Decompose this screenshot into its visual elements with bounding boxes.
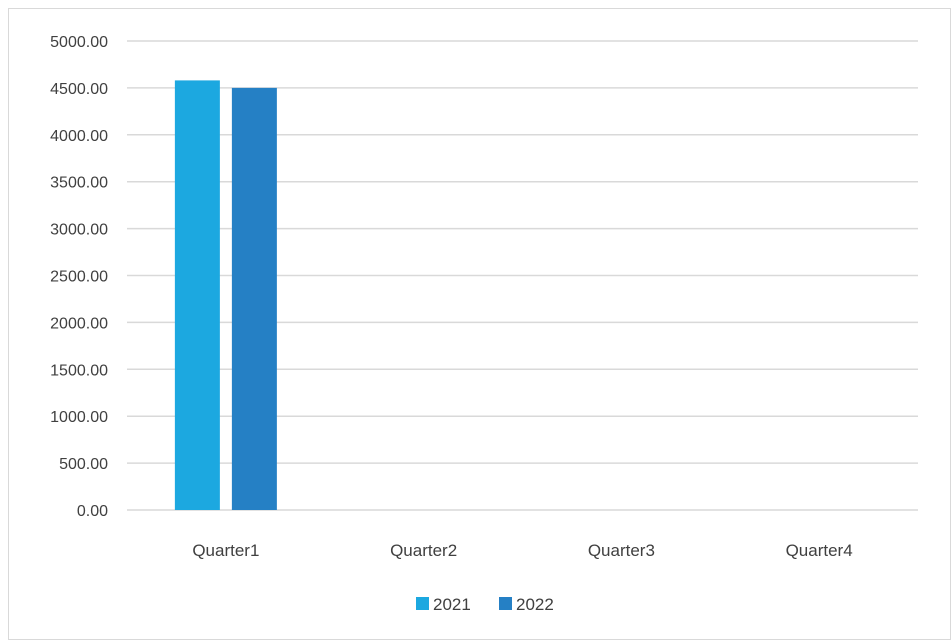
legend-swatch-2021 bbox=[416, 597, 429, 610]
legend-label-2021: 2021 bbox=[433, 595, 471, 614]
x-axis-category-labels: Quarter1 Quarter2 Quarter3 Quarter4 bbox=[192, 541, 852, 560]
y-tick-label: 4500.00 bbox=[50, 81, 108, 98]
x-category-label: Quarter4 bbox=[786, 541, 853, 560]
y-tick-label: 500.00 bbox=[59, 456, 108, 473]
x-category-label: Quarter1 bbox=[192, 541, 259, 560]
chart-frame bbox=[8, 8, 951, 640]
y-tick-label: 5000.00 bbox=[50, 34, 108, 51]
legend-swatch-2022 bbox=[499, 597, 512, 610]
bars bbox=[174, 80, 277, 511]
x-category-label: Quarter3 bbox=[588, 541, 655, 560]
y-tick-label: 3000.00 bbox=[50, 222, 108, 239]
x-category-label: Quarter2 bbox=[390, 541, 457, 560]
y-tick-label: 3500.00 bbox=[50, 175, 108, 192]
y-tick-label: 2000.00 bbox=[50, 315, 108, 332]
bar-2022-quarter1 bbox=[231, 87, 277, 511]
y-tick-label: 1500.00 bbox=[50, 362, 108, 379]
y-tick-label: 1000.00 bbox=[50, 409, 108, 426]
y-tick-label: 4000.00 bbox=[50, 128, 108, 145]
y-tick-label: 2500.00 bbox=[50, 269, 108, 286]
y-axis-tick-labels: 0.00 500.00 1000.00 1500.00 2000.00 2500.00 30… bbox=[50, 34, 108, 520]
legend: 2021 2022 bbox=[416, 595, 554, 614]
bar-2021-quarter1 bbox=[174, 80, 220, 510]
y-tick-label: 0.00 bbox=[77, 503, 108, 520]
legend-label-2022: 2022 bbox=[516, 595, 554, 614]
